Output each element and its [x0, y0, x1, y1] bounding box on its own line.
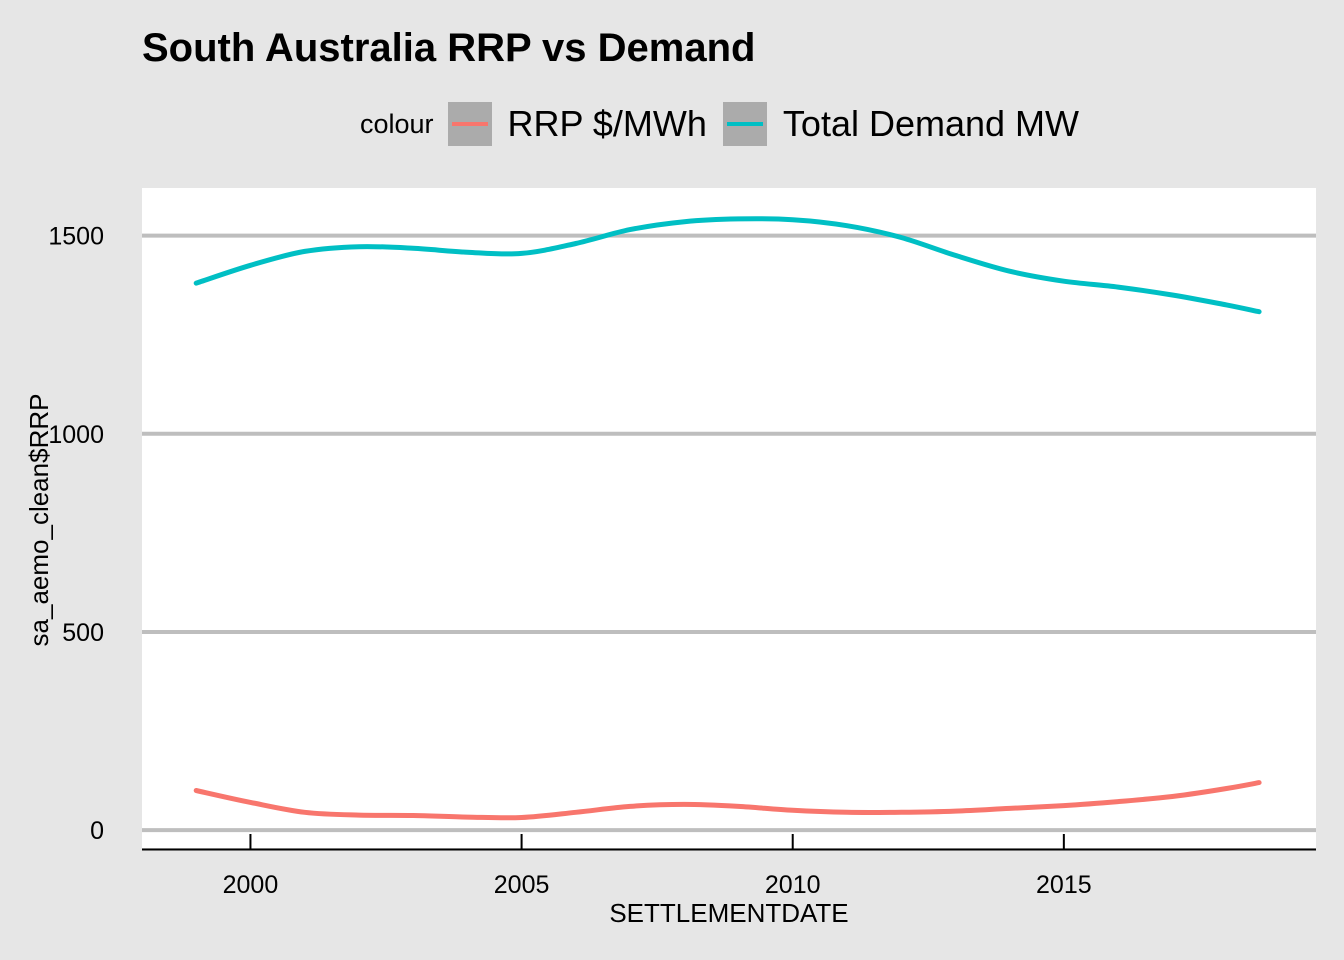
legend-label-rrp: RRP $/MWh [507, 103, 707, 144]
x-tick-label-2000: 2000 [223, 871, 279, 899]
y-tick-label-500: 500 [62, 619, 104, 647]
legend: colour RRP $/MWh Total Demand MW [360, 100, 1095, 148]
x-tick-label-2005: 2005 [494, 871, 550, 899]
legend-key-demand [722, 102, 767, 146]
gridlines [142, 233, 1316, 833]
legend-key-rrp [447, 102, 492, 146]
x-tick-label-2015: 2015 [1036, 871, 1092, 899]
legend-title: colour [360, 108, 434, 139]
legend-swatch-rrp [451, 122, 488, 126]
x-axis-title: SETTLEMENTDATE [609, 898, 848, 928]
y-axis-title: sa_aemo_clean$RRP [24, 394, 54, 647]
series-line-0 [193, 780, 1262, 821]
chart-title: South Australia RRP vs Demand [142, 26, 756, 70]
legend-label-demand: Total Demand MW [782, 103, 1080, 144]
y-tick-label-1500: 1500 [48, 223, 104, 251]
y-tick-label-1000: 1000 [48, 421, 104, 449]
legend-swatch-demand [726, 122, 763, 126]
y-axis-ticks: 0 500 1000 1500 [48, 223, 104, 846]
y-tick-label-0: 0 [90, 817, 104, 845]
series-line-1 [193, 216, 1262, 315]
plot-panel [142, 188, 1316, 848]
x-tick-label-2010: 2010 [765, 871, 821, 899]
series-lines [193, 216, 1262, 821]
x-axis-ticks: 2000 2005 2010 2015 [223, 834, 1092, 899]
